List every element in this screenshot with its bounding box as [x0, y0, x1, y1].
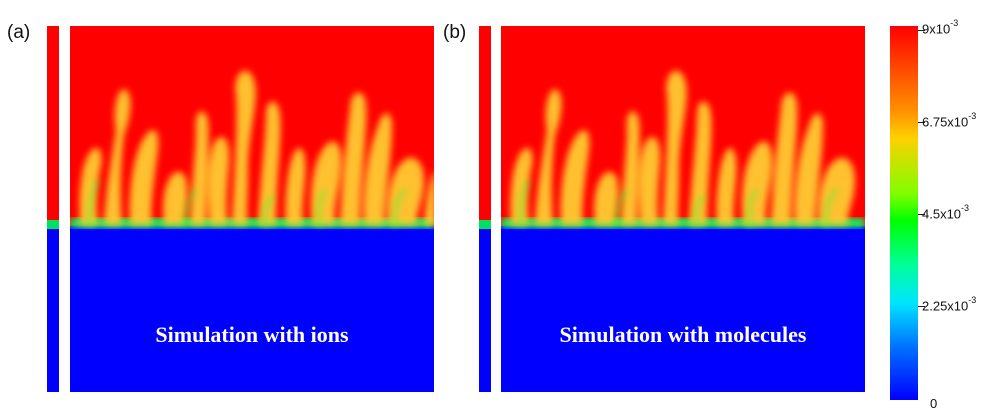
- caption-b: Simulation with molecules: [559, 322, 807, 347]
- panel-b-label: (b): [443, 22, 467, 43]
- colorbar-tick-label: 9x10-3: [922, 18, 959, 37]
- strip-a: [47, 26, 59, 392]
- panel-a-label: (a): [7, 22, 31, 43]
- colorbar-tick-label: 4.5x10-3: [922, 203, 970, 222]
- simulation-b: [501, 26, 865, 392]
- colorbar-tick-label: 6.75x10-3: [922, 111, 977, 130]
- colorbar-tick-label: 0: [930, 396, 938, 411]
- colorbar: [890, 26, 918, 400]
- colorbar-tick-mark: [918, 122, 925, 123]
- colorbar-tick-mark: [918, 306, 925, 307]
- strip-b: [479, 26, 491, 392]
- colorbar-tick-mark: [918, 30, 925, 31]
- simulation-a: [70, 26, 434, 392]
- colorbar-tick-mark: [918, 214, 925, 215]
- colorbar-tick-label: 2.25x10-3: [922, 295, 977, 314]
- caption-a: Simulation with ions: [155, 322, 349, 347]
